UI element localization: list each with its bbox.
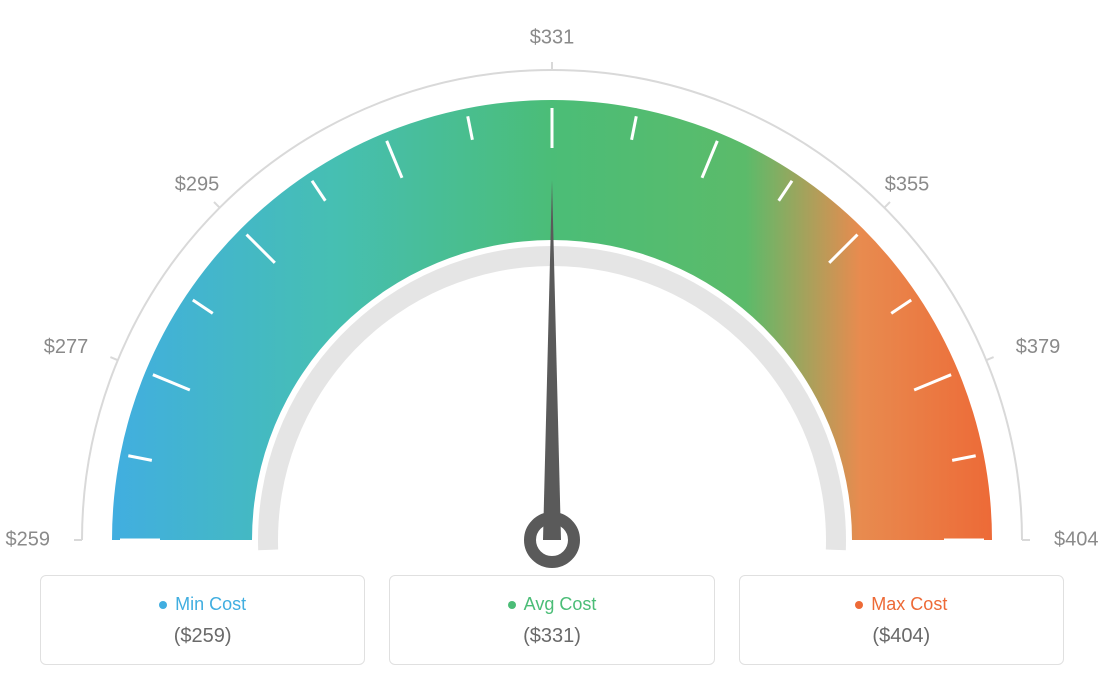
svg-text:$379: $379	[1016, 336, 1061, 358]
legend-min-value: ($259)	[51, 625, 354, 648]
legend-avg-value: ($331)	[400, 625, 703, 648]
legend-avg-label: Avg Cost	[524, 594, 597, 615]
legend-max-value: ($404)	[750, 625, 1053, 648]
legend-min-label: Min Cost	[175, 594, 246, 615]
legend-card-min: Min Cost ($259)	[40, 575, 365, 665]
dot-icon	[508, 601, 516, 609]
legend-card-max: Max Cost ($404)	[739, 575, 1064, 665]
svg-text:$295: $295	[175, 173, 220, 195]
legend-max-label: Max Cost	[871, 594, 947, 615]
svg-text:$404: $404	[1054, 528, 1099, 550]
svg-text:$277: $277	[44, 336, 89, 358]
legend-card-avg: Avg Cost ($331)	[389, 575, 714, 665]
svg-text:$355: $355	[885, 173, 930, 195]
cost-gauge: $259 $277 $295 $331 $355 $379 $404	[0, 0, 1104, 580]
dot-icon	[159, 601, 167, 609]
svg-text:$331: $331	[530, 26, 575, 48]
legend-row: Min Cost ($259) Avg Cost ($331) Max Cost…	[40, 575, 1064, 665]
svg-text:$259: $259	[6, 528, 51, 550]
dot-icon	[855, 601, 863, 609]
